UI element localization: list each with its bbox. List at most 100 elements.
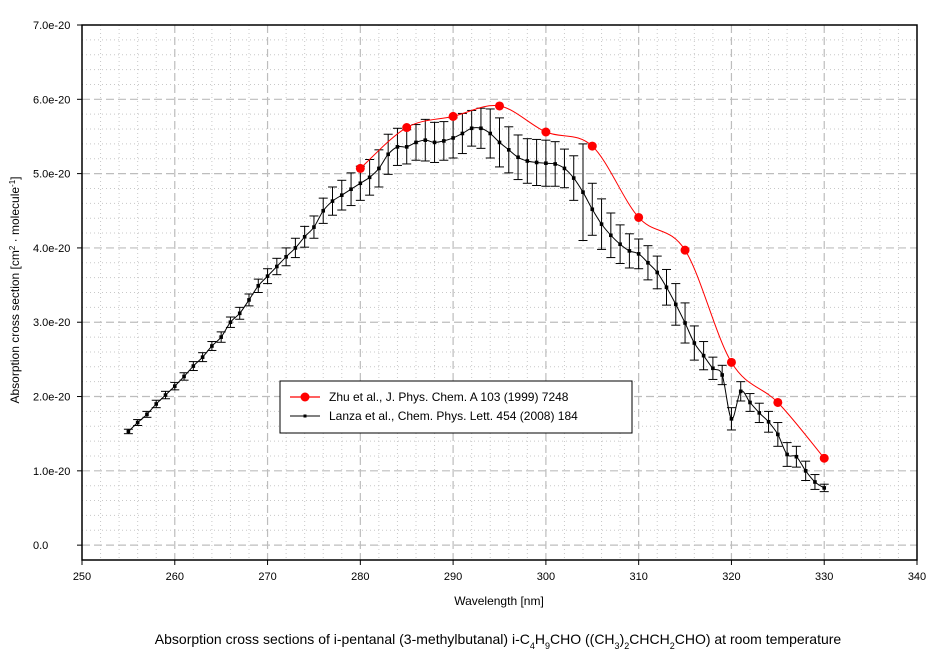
data-point-lanza: [265, 274, 270, 278]
data-point-lanza: [228, 320, 233, 325]
y-tick-label: 7.0e-20: [33, 20, 70, 32]
data-point-lanza: [182, 374, 186, 379]
data-point-lanza: [720, 373, 724, 377]
x-tick-label: 290: [444, 571, 462, 583]
series-zhu: [355, 101, 829, 463]
y-axis-title-suffix: ]: [8, 176, 22, 179]
legend-label-zhu: Zhu et al., J. Phys. Chem. A 103 (1999) …: [329, 390, 569, 404]
y-tick-label: 1.0e-20: [33, 466, 70, 478]
data-point-lanza: [692, 341, 697, 345]
data-point-lanza: [506, 148, 511, 152]
data-point-lanza: [534, 160, 539, 165]
data-point-lanza: [210, 344, 214, 348]
data-point-lanza: [766, 419, 771, 424]
y-tick-label: 5.0e-20: [33, 169, 70, 181]
data-point-lanza: [386, 152, 390, 157]
data-point-lanza: [683, 321, 687, 325]
data-point-lanza: [646, 260, 650, 265]
caption-subscript: 4: [530, 641, 535, 651]
data-point-lanza: [237, 311, 242, 316]
data-point-lanza: [599, 222, 604, 226]
data-point-lanza: [358, 181, 363, 186]
data-point-lanza: [442, 139, 446, 143]
y-axis-title-sup1: 2: [8, 245, 17, 250]
data-point-zhu: [680, 245, 690, 255]
data-point-lanza: [822, 486, 827, 490]
data-point-lanza: [590, 207, 595, 212]
series-layer: [123, 101, 829, 493]
plot-frame: [81, 24, 918, 561]
data-point-zhu: [726, 357, 736, 367]
caption-part: Absorption cross sections of i-pentanal …: [155, 631, 530, 647]
data-point-lanza: [525, 159, 530, 163]
data-point-lanza: [711, 366, 715, 371]
caption-subscript: 2: [670, 641, 675, 651]
data-point-lanza: [571, 176, 576, 180]
data-point-lanza: [609, 233, 613, 238]
data-point-lanza: [813, 480, 817, 484]
data-point-lanza: [757, 411, 762, 415]
data-point-lanza: [488, 131, 493, 136]
grid-major: [82, 25, 917, 560]
data-point-lanza: [655, 270, 660, 275]
data-point-lanza: [191, 364, 196, 368]
y-axis-title: Absorption cross section [cm2 · molecule…: [8, 176, 23, 403]
y-axis-title-sup2: -1: [8, 179, 17, 187]
chart-caption: Absorption cross sections of i-pentanal …: [155, 631, 842, 651]
data-point-lanza: [395, 145, 400, 149]
series-lanza: [123, 107, 829, 493]
data-point-lanza: [135, 420, 140, 425]
caption-part: CHO ((CH: [550, 631, 615, 647]
data-point-lanza: [451, 136, 455, 140]
data-point-lanza: [154, 402, 159, 406]
data-point-lanza: [544, 161, 548, 166]
y-axis-title-prefix: Absorption cross section [cm: [8, 250, 22, 403]
data-point-zhu: [587, 141, 597, 151]
data-point-lanza: [497, 140, 502, 145]
data-point-lanza: [748, 400, 752, 405]
legend-label-lanza: Lanza et al., Chem. Phys. Lett. 454 (200…: [329, 409, 578, 423]
caption-part: H: [535, 631, 545, 647]
data-point-lanza: [785, 452, 789, 457]
y-tick-label: 6.0e-20: [33, 94, 70, 106]
y-tick-label: 2.0e-20: [33, 392, 70, 404]
legend-marker-zhu: [300, 392, 310, 402]
data-point-lanza: [469, 126, 474, 131]
data-point-zhu: [634, 212, 644, 222]
data-point-lanza: [423, 138, 428, 142]
data-point-lanza: [516, 155, 520, 160]
y-axis-title-middle: · molecule: [8, 187, 22, 246]
data-point-lanza: [776, 432, 780, 437]
data-point-lanza: [247, 298, 251, 302]
caption-subscript: 9: [545, 641, 550, 651]
data-point-lanza: [701, 353, 706, 358]
data-point-lanza: [145, 412, 149, 417]
legend-marker-lanza: [303, 414, 307, 418]
x-axis-title: Wavelength [nm]: [454, 594, 544, 608]
data-point-zhu: [448, 111, 458, 121]
data-point-lanza: [330, 199, 335, 203]
x-tick-label: 250: [73, 571, 91, 583]
data-point-lanza: [219, 335, 223, 339]
data-point-lanza: [377, 166, 381, 171]
data-point-lanza: [126, 429, 131, 434]
series-line-zhu: [360, 105, 825, 459]
data-point-lanza: [794, 454, 799, 459]
data-point-lanza: [664, 285, 669, 290]
data-point-lanza: [479, 126, 483, 131]
x-tick-label: 310: [629, 571, 647, 583]
data-point-zhu: [402, 123, 412, 133]
legend: Zhu et al., J. Phys. Chem. A 103 (1999) …: [279, 380, 633, 434]
data-point-lanza: [293, 246, 298, 250]
caption-part: ): [620, 631, 625, 647]
data-point-lanza: [284, 255, 288, 259]
data-point-lanza: [349, 187, 353, 192]
data-point-lanza: [275, 264, 279, 269]
data-point-lanza: [367, 175, 372, 180]
data-point-lanza: [172, 384, 177, 388]
data-point-zhu: [355, 163, 365, 173]
x-tick-label: 300: [537, 571, 555, 583]
data-point-lanza: [414, 140, 418, 145]
data-point-zhu: [773, 397, 783, 407]
